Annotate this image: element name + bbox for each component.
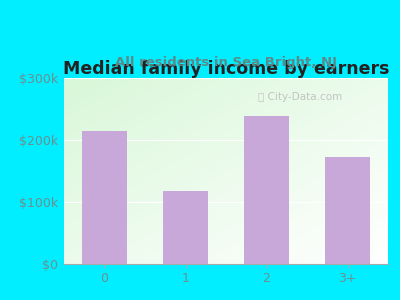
Title: Median family income by earners: Median family income by earners (63, 60, 389, 78)
Bar (244, 116, 289, 264)
Text: ⓘ City-Data.com: ⓘ City-Data.com (258, 92, 343, 102)
Bar (325, 158, 370, 264)
Text: All residents in Sea Bright, NJ: All residents in Sea Bright, NJ (115, 56, 337, 68)
Bar (82, 131, 127, 264)
Bar (163, 191, 208, 264)
